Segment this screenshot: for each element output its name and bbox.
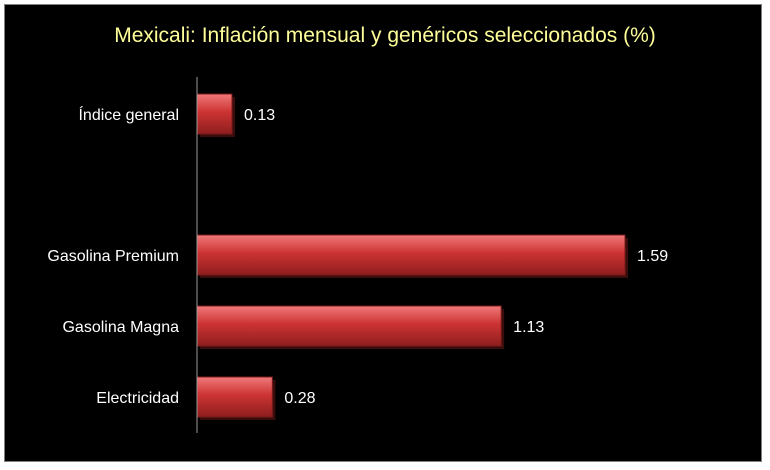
category-label: Índice general <box>78 105 179 124</box>
bar <box>196 234 626 276</box>
category-label: Gasolina Premium <box>47 248 179 265</box>
bar <box>196 376 273 418</box>
data-label: 0.28 <box>284 390 315 407</box>
data-label: 0.13 <box>244 107 275 124</box>
chart-frame <box>4 4 762 462</box>
chart-title: Mexicali: Inflación mensual y genéricos … <box>114 24 656 47</box>
category-label: Electricidad <box>96 390 179 407</box>
bar <box>196 93 233 135</box>
data-label: 1.59 <box>637 248 668 265</box>
category-label: Gasolina Magna <box>62 319 179 336</box>
data-label: 1.13 <box>513 319 544 336</box>
bars-layer: Índice general 0.13 Gasolina Premium 1.59 Ga… <box>47 93 668 420</box>
bar <box>196 305 502 347</box>
